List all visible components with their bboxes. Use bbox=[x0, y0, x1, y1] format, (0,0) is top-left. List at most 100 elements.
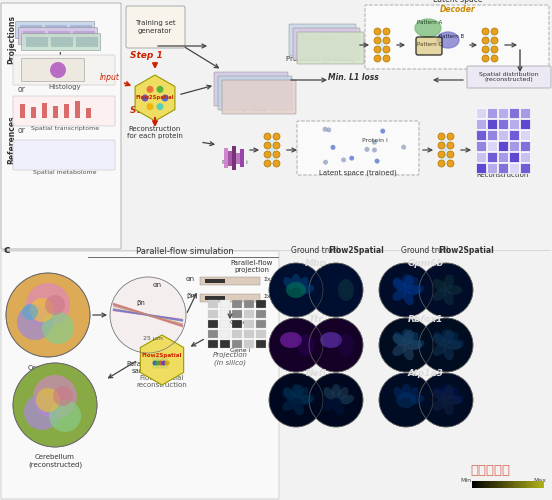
FancyBboxPatch shape bbox=[208, 320, 218, 328]
Ellipse shape bbox=[403, 345, 414, 360]
Text: Protein i: Protein i bbox=[222, 160, 248, 165]
Text: or: or bbox=[18, 126, 26, 135]
FancyBboxPatch shape bbox=[542, 481, 543, 488]
Circle shape bbox=[380, 128, 385, 134]
FancyBboxPatch shape bbox=[498, 108, 508, 118]
Ellipse shape bbox=[446, 395, 462, 405]
FancyBboxPatch shape bbox=[511, 481, 512, 488]
FancyBboxPatch shape bbox=[532, 481, 533, 488]
FancyBboxPatch shape bbox=[522, 481, 524, 488]
Text: Latent space: Latent space bbox=[433, 0, 483, 4]
FancyBboxPatch shape bbox=[51, 37, 73, 47]
FancyBboxPatch shape bbox=[473, 481, 474, 488]
FancyBboxPatch shape bbox=[543, 481, 544, 488]
Ellipse shape bbox=[407, 332, 418, 344]
Circle shape bbox=[447, 151, 454, 158]
Text: Flow2Spatial: Flow2Spatial bbox=[438, 246, 494, 255]
Ellipse shape bbox=[443, 274, 454, 290]
Circle shape bbox=[152, 360, 157, 366]
Circle shape bbox=[6, 273, 90, 357]
FancyBboxPatch shape bbox=[76, 37, 98, 47]
Text: or: or bbox=[18, 85, 26, 94]
FancyBboxPatch shape bbox=[520, 119, 530, 129]
Ellipse shape bbox=[437, 32, 459, 48]
Ellipse shape bbox=[283, 389, 296, 402]
FancyBboxPatch shape bbox=[476, 108, 486, 118]
Text: Protein: Protein bbox=[74, 40, 96, 45]
Circle shape bbox=[482, 28, 489, 35]
Ellipse shape bbox=[283, 398, 296, 411]
Circle shape bbox=[374, 55, 381, 62]
FancyBboxPatch shape bbox=[158, 365, 162, 368]
Text: Latent space (trained): Latent space (trained) bbox=[319, 170, 397, 176]
FancyBboxPatch shape bbox=[45, 25, 67, 35]
FancyBboxPatch shape bbox=[244, 330, 254, 338]
FancyBboxPatch shape bbox=[487, 108, 497, 118]
Circle shape bbox=[33, 375, 77, 419]
FancyBboxPatch shape bbox=[517, 481, 518, 488]
Circle shape bbox=[157, 103, 163, 110]
Ellipse shape bbox=[394, 387, 405, 400]
Circle shape bbox=[273, 151, 280, 158]
FancyBboxPatch shape bbox=[531, 481, 532, 488]
Text: c: c bbox=[4, 245, 10, 255]
Ellipse shape bbox=[401, 329, 411, 343]
Circle shape bbox=[264, 160, 271, 167]
FancyBboxPatch shape bbox=[244, 300, 254, 308]
Circle shape bbox=[491, 55, 498, 62]
Text: Ttr: Ttr bbox=[309, 314, 323, 324]
FancyBboxPatch shape bbox=[220, 310, 230, 318]
Ellipse shape bbox=[433, 332, 444, 344]
FancyBboxPatch shape bbox=[479, 481, 480, 488]
FancyBboxPatch shape bbox=[493, 481, 495, 488]
Text: Gpm6b: Gpm6b bbox=[408, 260, 444, 268]
Ellipse shape bbox=[448, 387, 459, 400]
Circle shape bbox=[309, 263, 363, 317]
FancyBboxPatch shape bbox=[70, 25, 92, 35]
Text: Mbp: Mbp bbox=[305, 260, 327, 268]
FancyBboxPatch shape bbox=[509, 481, 511, 488]
Ellipse shape bbox=[394, 277, 405, 289]
Circle shape bbox=[162, 94, 168, 102]
Ellipse shape bbox=[392, 279, 407, 291]
FancyBboxPatch shape bbox=[126, 6, 185, 48]
Text: Flow2Spatial: Flow2Spatial bbox=[142, 352, 182, 358]
FancyBboxPatch shape bbox=[509, 141, 519, 151]
FancyBboxPatch shape bbox=[491, 481, 492, 488]
Text: 第一手游网: 第一手游网 bbox=[470, 464, 510, 476]
FancyBboxPatch shape bbox=[218, 76, 292, 110]
Circle shape bbox=[326, 128, 331, 132]
Circle shape bbox=[364, 147, 369, 152]
Text: Nefl: Nefl bbox=[306, 370, 326, 378]
FancyBboxPatch shape bbox=[478, 481, 479, 488]
FancyBboxPatch shape bbox=[153, 357, 157, 360]
Text: Spatial metabolome: Spatial metabolome bbox=[33, 170, 97, 175]
FancyBboxPatch shape bbox=[509, 163, 519, 173]
Circle shape bbox=[36, 388, 60, 412]
FancyBboxPatch shape bbox=[13, 140, 115, 170]
Circle shape bbox=[331, 145, 336, 150]
Ellipse shape bbox=[301, 394, 314, 404]
FancyBboxPatch shape bbox=[537, 481, 538, 488]
Circle shape bbox=[491, 46, 498, 53]
FancyBboxPatch shape bbox=[256, 320, 266, 328]
FancyBboxPatch shape bbox=[48, 31, 70, 41]
Circle shape bbox=[447, 160, 454, 167]
FancyBboxPatch shape bbox=[23, 31, 45, 41]
FancyBboxPatch shape bbox=[75, 101, 80, 118]
Circle shape bbox=[379, 263, 433, 317]
FancyBboxPatch shape bbox=[505, 481, 506, 488]
FancyBboxPatch shape bbox=[224, 148, 227, 168]
Circle shape bbox=[383, 28, 390, 35]
FancyBboxPatch shape bbox=[498, 152, 508, 162]
FancyBboxPatch shape bbox=[244, 320, 254, 328]
Text: Reconstruction
for each protein: Reconstruction for each protein bbox=[127, 126, 183, 139]
Text: Reconstruction: Reconstruction bbox=[477, 172, 529, 178]
FancyBboxPatch shape bbox=[498, 141, 508, 151]
FancyBboxPatch shape bbox=[489, 481, 490, 488]
FancyBboxPatch shape bbox=[467, 66, 551, 88]
Circle shape bbox=[49, 400, 81, 432]
Ellipse shape bbox=[432, 279, 447, 291]
FancyBboxPatch shape bbox=[513, 481, 514, 488]
Circle shape bbox=[383, 46, 390, 53]
